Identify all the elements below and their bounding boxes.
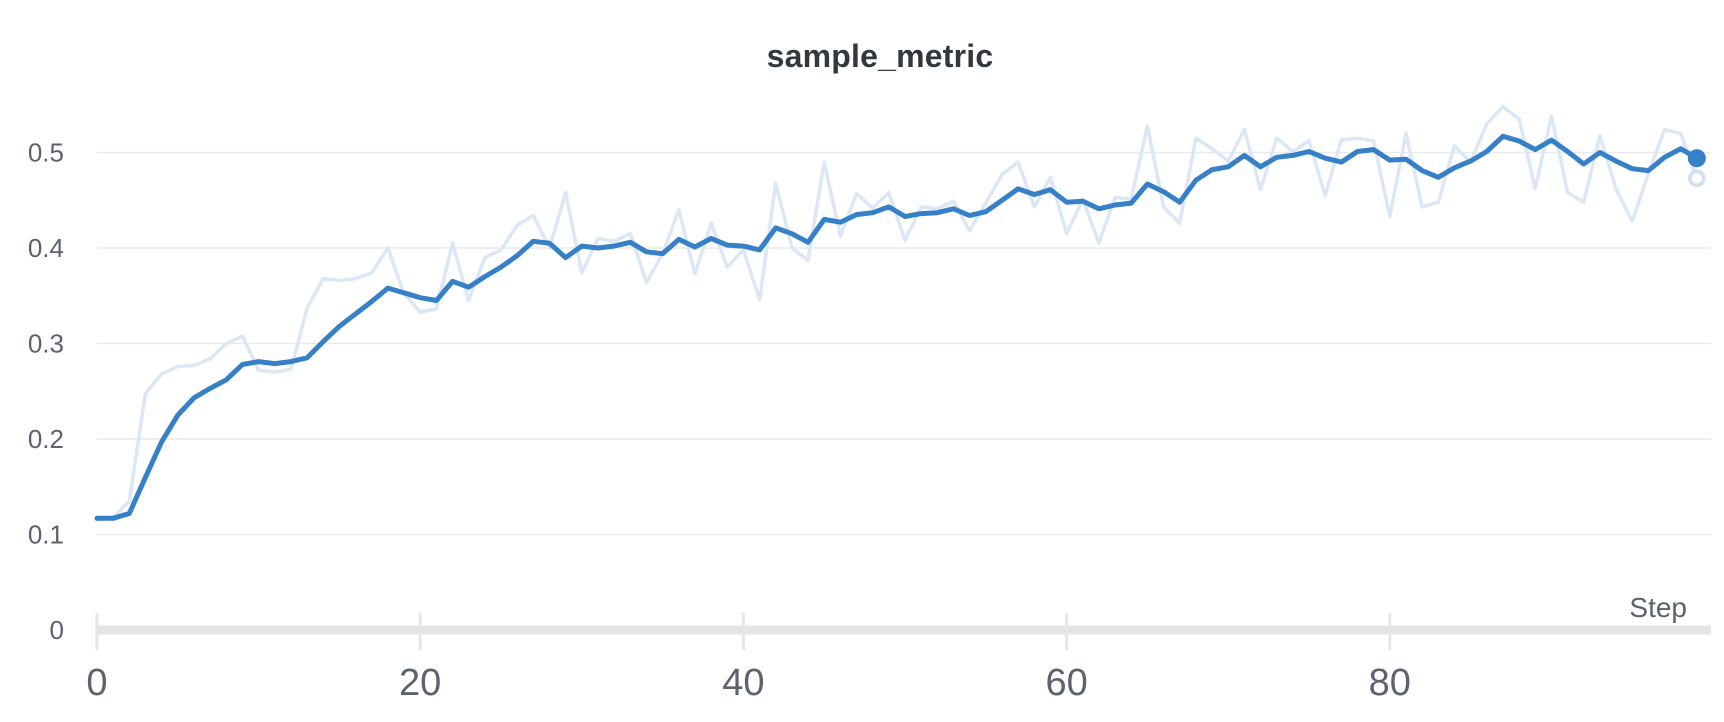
x-tick-label: 80 xyxy=(1369,662,1411,704)
x-axis-bar xyxy=(97,625,1711,635)
chart-title: sample_metric xyxy=(766,38,994,74)
x-tick-label: 40 xyxy=(722,662,764,704)
y-tick-label: 0.1 xyxy=(28,520,64,550)
x-axis-title: Step xyxy=(1629,592,1687,623)
x-tick-label: 60 xyxy=(1045,662,1087,704)
raw-series-line xyxy=(95,104,1699,522)
y-tick-label: 0.4 xyxy=(28,233,64,263)
raw-endpoint-ring xyxy=(1688,169,1706,188)
y-tick-label: 0 xyxy=(50,615,64,645)
y-tick-label: 0.2 xyxy=(28,424,64,454)
smoothed-series-line xyxy=(94,133,1700,521)
y-tick-label: 0.5 xyxy=(28,138,64,168)
x-tick-label: 0 xyxy=(86,662,107,704)
y-tick-label: 0.3 xyxy=(28,329,64,359)
x-tick-label: 20 xyxy=(399,662,441,704)
smoothed-endpoint-dot xyxy=(1687,149,1706,168)
